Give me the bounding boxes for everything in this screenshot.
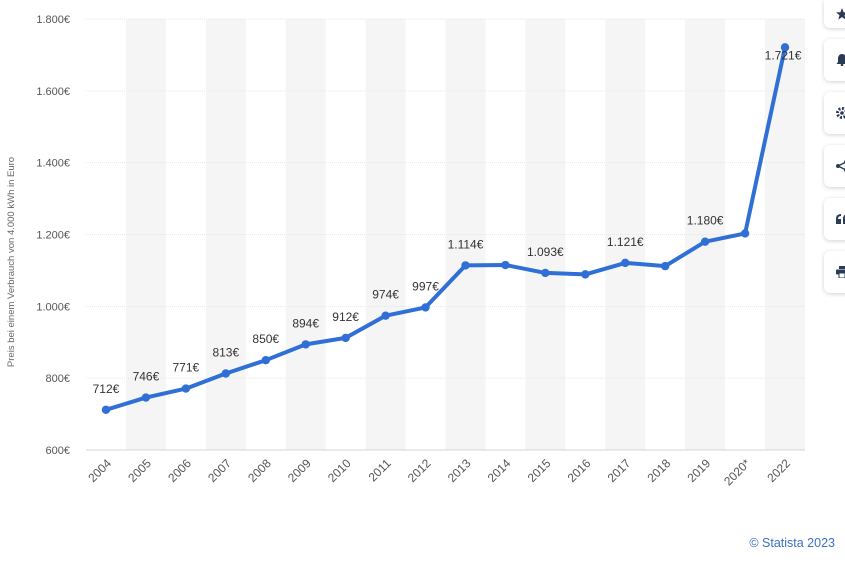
gridlines [86, 18, 805, 451]
chart-toolbar [824, 0, 845, 304]
y-tick-label: 800€ [46, 373, 70, 385]
data-point [101, 405, 111, 414]
data-points [101, 43, 790, 414]
column-band [525, 19, 566, 450]
x-tick-label: 2019 [684, 456, 713, 485]
x-tick-label: 2022 [764, 456, 793, 485]
print-button[interactable] [824, 251, 845, 293]
x-tick-label: 2011 [366, 456, 394, 484]
share-icon [836, 160, 845, 172]
data-point [341, 333, 350, 343]
notification-button[interactable] [824, 39, 845, 81]
data-point [621, 258, 630, 268]
x-tick-label: 2016 [565, 456, 594, 485]
gear-icon [836, 107, 845, 119]
data-point [700, 237, 710, 246]
x-tick-label: 2017 [605, 456, 634, 485]
x-tick-label: 2010 [325, 456, 354, 485]
y-tick-label: 1.200€ [36, 230, 70, 242]
data-label: 1.114€ [448, 237, 484, 251]
column-band [765, 19, 805, 450]
x-tick-label: 2004 [85, 456, 114, 485]
y-tick-label: 1.600€ [36, 86, 70, 98]
data-label: 771€ [173, 361, 200, 375]
data-point [501, 260, 510, 270]
column-band [285, 19, 326, 450]
x-tick-label: 2009 [285, 456, 314, 485]
data-point [581, 270, 590, 279]
column-bands [125, 19, 805, 450]
star-icon [836, 8, 845, 20]
data-point [141, 393, 151, 402]
y-axis-ticks: 600€ 800€ 1.000€ 1.200€ 1.400€ 1.600€ 1.800€ [36, 14, 70, 457]
x-tick-label: 2015 [525, 456, 554, 485]
x-tick-label: 2006 [165, 456, 194, 485]
data-point [660, 261, 670, 271]
x-tick-label: 2018 [645, 456, 674, 485]
y-tick-label: 600€ [46, 445, 70, 457]
y-tick-label: 1.000€ [36, 301, 70, 313]
y-tick-label: 1.800€ [36, 14, 70, 26]
data-label: 813€ [212, 345, 239, 359]
data-point [301, 340, 310, 349]
y-tick-label: 1.400€ [36, 158, 70, 170]
x-tick-label: 2012 [405, 456, 434, 485]
bell-icon [836, 54, 845, 66]
column-band [205, 19, 246, 450]
share-button[interactable] [824, 145, 845, 187]
x-tick-label: 2014 [485, 456, 514, 485]
column-band [685, 19, 726, 450]
data-point [461, 261, 470, 270]
data-point [221, 369, 231, 378]
data-point [740, 229, 750, 238]
data-point [261, 356, 270, 365]
column-band [365, 19, 406, 450]
x-axis-ticks: 2004 2005 2006 2007 2008 2009 2010 2011 2012 2013… [85, 456, 793, 488]
data-label: 850€ [252, 332, 279, 346]
copyright-link[interactable]: © Statista 2023 [749, 536, 835, 550]
series-line [104, 45, 787, 412]
data-label: 1.721€ [765, 48, 802, 62]
x-tick-label: 2008 [245, 456, 274, 485]
data-label: 997€ [412, 279, 439, 293]
favorite-button[interactable] [824, 0, 845, 28]
x-tick-label: 2005 [125, 456, 154, 485]
print-icon [836, 266, 845, 278]
data-point [780, 43, 790, 52]
data-label: 912€ [332, 310, 359, 324]
x-tick-label: 2020* [721, 456, 753, 488]
data-point [381, 311, 390, 320]
data-label: 974€ [372, 288, 399, 302]
y-axis-label: Preis bei einem Verbrauch von 4.000 kWh … [6, 157, 17, 367]
data-label: 746€ [133, 370, 160, 384]
data-labels: 712€ 746€ 771€ 813€ 850€ 894€ 912€ 974€ 997€ 1.11… [93, 48, 802, 395]
settings-button[interactable] [824, 92, 845, 134]
data-label: 712€ [93, 382, 120, 396]
column-band [445, 19, 486, 450]
data-point [181, 384, 191, 393]
x-tick-label: 2007 [205, 456, 234, 485]
data-label: 1.121€ [607, 235, 644, 249]
data-point [541, 268, 550, 278]
data-point [421, 303, 430, 312]
data-label: 1.180€ [687, 214, 724, 228]
data-label: 1.093€ [527, 245, 564, 259]
quote-icon [836, 214, 845, 224]
column-band [125, 19, 166, 450]
data-label: 894€ [292, 316, 319, 330]
cite-button[interactable] [824, 198, 845, 240]
x-tick-label: 2013 [445, 456, 474, 485]
